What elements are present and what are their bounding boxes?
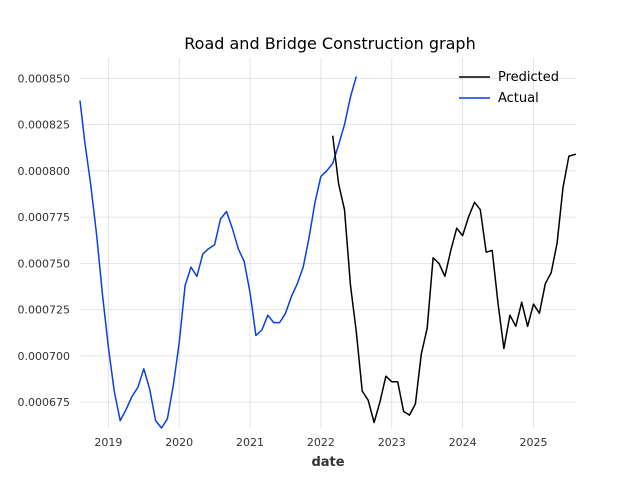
legend-label-predicted: Predicted bbox=[498, 70, 559, 85]
legend-label-actual: Actual bbox=[498, 91, 539, 106]
y-tick-label: 0.000700 bbox=[18, 350, 71, 363]
y-tick-label: 0.000850 bbox=[18, 72, 71, 85]
grid-lines bbox=[80, 58, 576, 428]
y-tick-label: 0.000725 bbox=[18, 304, 71, 317]
x-axis-label: date bbox=[311, 455, 344, 470]
x-tick-label: 2025 bbox=[519, 436, 547, 449]
x-axis-ticks: 2019 2020 2021 2022 2023 2024 2025 bbox=[94, 436, 547, 449]
x-tick-label: 2021 bbox=[236, 436, 264, 449]
x-tick-label: 2023 bbox=[378, 436, 406, 449]
series-lines bbox=[79, 76, 577, 429]
series-line-predicted bbox=[331, 135, 577, 424]
y-tick-label: 0.000775 bbox=[18, 211, 71, 224]
x-tick-label: 2024 bbox=[449, 436, 477, 449]
chart-title: Road and Bridge Construction graph bbox=[184, 34, 475, 53]
legend: Predicted Actual bbox=[459, 70, 559, 106]
y-tick-label: 0.000675 bbox=[18, 396, 71, 409]
series-line-actual bbox=[79, 76, 358, 429]
x-tick-label: 2019 bbox=[94, 436, 122, 449]
y-axis-ticks: 0.000675 0.000700 0.000725 0.000750 0.000775… bbox=[18, 72, 71, 409]
y-tick-label: 0.000825 bbox=[18, 119, 71, 132]
x-tick-label: 2022 bbox=[307, 436, 335, 449]
y-tick-label: 0.000800 bbox=[18, 165, 71, 178]
y-tick-label: 0.000750 bbox=[18, 257, 71, 270]
x-tick-label: 2020 bbox=[165, 436, 193, 449]
